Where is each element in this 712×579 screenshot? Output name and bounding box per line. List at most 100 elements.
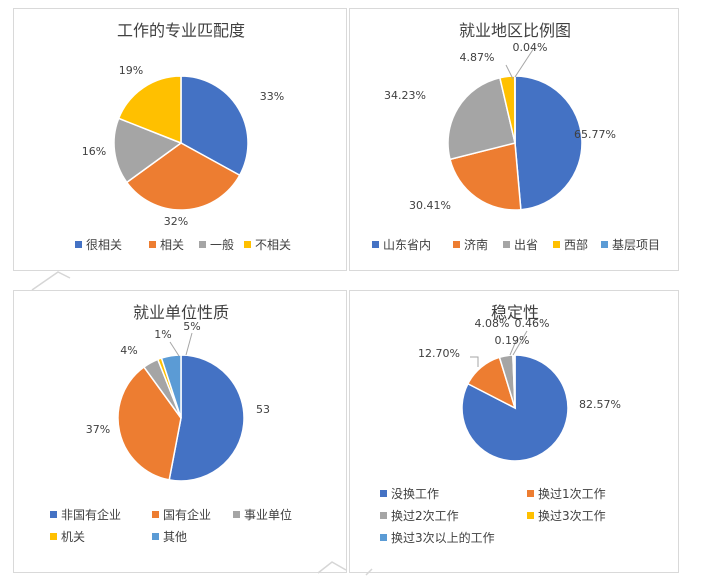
legend-label: 一般 xyxy=(210,237,234,252)
legend-swatch xyxy=(149,241,156,248)
chart-panel-region: 就业地区比例图 65.77% 30.41% 34.23% 4.87% 0.04% 山东省内… xyxy=(349,8,679,271)
chart-title: 就业单位性质 xyxy=(133,303,229,322)
chart-title: 就业地区比例图 xyxy=(459,21,571,40)
pie-slice xyxy=(168,354,245,482)
slice-data-label: 37% xyxy=(86,423,110,436)
legend-label: 很相关 xyxy=(86,238,122,252)
slice-data-label: 4.08% xyxy=(475,317,510,330)
legend-swatch xyxy=(553,241,560,248)
pie-chart-stability: 稳定性 82.57% 12.70% 4.08% 0.19% 0.46% 没换工作 换过1次工… xyxy=(380,303,621,545)
chart-panel-employer-type: 就业单位性质 53 37% 4% 1% 5% 非国有企业 国有企业 事业单位机关 其他 xyxy=(13,290,347,573)
slice-data-label: 53 xyxy=(256,403,270,416)
leader-line xyxy=(169,341,180,357)
legend-label: 济南 xyxy=(464,237,488,252)
leader-line xyxy=(514,47,535,78)
legend-label: 出省 xyxy=(514,238,538,252)
legend-swatch xyxy=(372,241,379,248)
slice-data-label: 1% xyxy=(154,328,171,341)
legend-swatch xyxy=(453,241,460,248)
chart-title: 工作的专业匹配度 xyxy=(117,21,245,40)
legend-item: 很相关 xyxy=(75,238,122,252)
legend-item: 事业单位 xyxy=(233,507,292,522)
legend-item: 非国有企业 xyxy=(50,507,121,522)
legend-item: 换过3次以上的工作 xyxy=(380,530,495,545)
pie-slice xyxy=(117,365,182,481)
chart-panel-major-match: 工作的专业匹配度 33% 32% 16% 19% 很相关 相关 一般 不相关 xyxy=(13,8,347,271)
legend-swatch xyxy=(244,241,251,248)
pie-slice xyxy=(180,75,249,177)
pie-slice xyxy=(160,354,182,419)
slice-data-label: 32% xyxy=(164,215,188,228)
legend-item: 不相关 xyxy=(244,238,291,252)
legend-label: 山东省内 xyxy=(383,238,431,252)
legend-swatch xyxy=(50,511,57,518)
pie-slice xyxy=(117,75,182,145)
legend-label: 换过3次工作 xyxy=(538,509,606,523)
slice-data-label: 4.87% xyxy=(460,51,495,64)
legend-swatch xyxy=(152,533,159,540)
slice-data-label: 19% xyxy=(119,64,143,77)
legend-label: 事业单位 xyxy=(244,507,292,522)
legend-swatch xyxy=(199,241,206,248)
legend-swatch xyxy=(380,534,387,541)
leader-line xyxy=(505,64,514,80)
leader-line xyxy=(470,356,479,367)
legend-label: 相关 xyxy=(160,238,184,252)
legend-swatch xyxy=(601,241,608,248)
pie-slice xyxy=(447,76,516,161)
legend-label: 国有企业 xyxy=(163,507,211,522)
legend-swatch xyxy=(233,511,240,518)
legend-label: 其他 xyxy=(163,530,187,544)
slice-data-label: 0.46% xyxy=(515,317,550,330)
chart-panel-stability: 稳定性 82.57% 12.70% 4.08% 0.19% 0.46% 没换工作 换过1次工… xyxy=(349,290,679,573)
slice-data-label: 0.19% xyxy=(495,334,530,347)
legend-swatch xyxy=(380,490,387,497)
legend-label: 基层项目 xyxy=(612,238,660,252)
slice-data-label: 12.70% xyxy=(418,347,460,360)
legend-item: 相关 xyxy=(149,238,184,252)
pie-slice xyxy=(125,142,241,211)
legend-swatch xyxy=(527,490,534,497)
pie-slice xyxy=(113,117,183,184)
legend-item: 换过1次工作 xyxy=(527,487,606,501)
pie-slice xyxy=(449,142,522,211)
slice-data-label: 82.57% xyxy=(579,398,621,411)
legend-item: 济南 xyxy=(453,237,488,252)
legend-label: 换过2次工作 xyxy=(391,509,459,523)
leader-line xyxy=(512,330,528,356)
legend-item: 其他 xyxy=(152,530,187,544)
slice-data-label: 0.04% xyxy=(513,41,548,54)
pie-chart-major-match: 工作的专业匹配度 33% 32% 16% 19% 很相关 相关 一般 不相关 xyxy=(75,21,291,252)
legend-swatch xyxy=(75,241,82,248)
legend-item: 换过2次工作 xyxy=(380,509,459,523)
legend-item: 出省 xyxy=(503,238,538,252)
leader-line xyxy=(509,340,517,356)
legend-item: 一般 xyxy=(199,237,234,252)
legend-swatch xyxy=(527,512,534,519)
slice-data-label: 5% xyxy=(183,320,200,333)
pie-chart-region: 就业地区比例图 65.77% 30.41% 34.23% 4.87% 0.04% 山东省内… xyxy=(372,21,660,252)
legend-item: 山东省内 xyxy=(372,238,431,252)
legend-item: 西部 xyxy=(553,237,588,252)
legend-item: 国有企业 xyxy=(152,507,211,522)
slice-data-label: 33% xyxy=(260,90,284,103)
legend-label: 没换工作 xyxy=(391,486,439,501)
legend-item: 基层项目 xyxy=(601,238,660,252)
slice-data-label: 34.23% xyxy=(384,89,426,102)
legend-label: 西部 xyxy=(564,237,588,252)
legend-swatch xyxy=(503,241,510,248)
legend-swatch xyxy=(50,533,57,540)
slice-data-label: 16% xyxy=(82,145,106,158)
pie-slice xyxy=(514,75,583,211)
legend-swatch xyxy=(380,512,387,519)
legend-label: 不相关 xyxy=(255,238,291,252)
slice-data-label: 4% xyxy=(120,344,137,357)
legend-label: 非国有企业 xyxy=(61,507,121,522)
slice-data-label: 65.77% xyxy=(574,128,616,141)
chart-title: 稳定性 xyxy=(491,303,539,322)
legend-label: 换过3次以上的工作 xyxy=(391,530,495,545)
legend-swatch xyxy=(152,511,159,518)
legend-label: 机关 xyxy=(61,530,85,544)
legend-item: 没换工作 xyxy=(380,486,439,501)
